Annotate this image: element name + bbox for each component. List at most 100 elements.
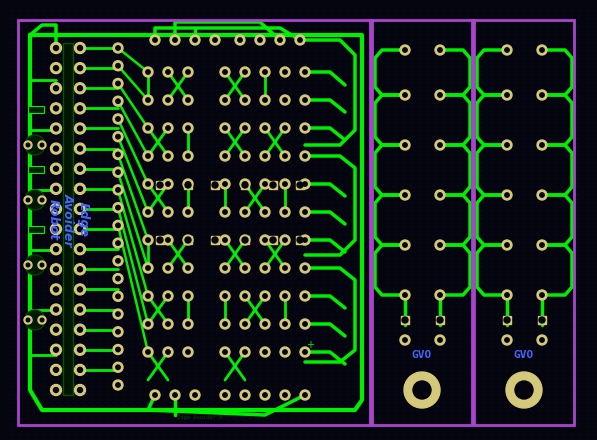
Circle shape [51, 324, 61, 335]
Circle shape [183, 263, 193, 273]
Circle shape [54, 146, 59, 151]
Circle shape [263, 154, 267, 158]
Circle shape [260, 319, 270, 329]
Bar [184, 181, 192, 189]
Circle shape [113, 185, 123, 195]
Circle shape [243, 154, 247, 158]
Circle shape [113, 78, 123, 88]
Circle shape [220, 207, 230, 217]
Circle shape [303, 393, 307, 397]
Circle shape [163, 263, 173, 273]
Circle shape [300, 123, 310, 133]
Circle shape [303, 266, 307, 270]
Bar [28, 227, 44, 234]
Circle shape [300, 319, 310, 329]
Circle shape [173, 38, 177, 42]
Circle shape [146, 350, 150, 354]
Circle shape [303, 182, 307, 186]
Circle shape [502, 190, 512, 200]
Circle shape [166, 210, 170, 214]
Circle shape [438, 93, 442, 97]
Bar [28, 106, 44, 114]
Circle shape [150, 390, 160, 400]
Circle shape [113, 380, 123, 390]
Circle shape [280, 291, 290, 301]
Circle shape [400, 45, 410, 55]
Circle shape [170, 390, 180, 400]
Bar [241, 181, 249, 189]
Circle shape [143, 123, 153, 133]
Circle shape [223, 210, 227, 214]
Circle shape [403, 48, 407, 52]
Circle shape [240, 390, 250, 400]
Bar [241, 236, 249, 244]
Circle shape [263, 98, 267, 102]
Circle shape [25, 310, 45, 330]
Circle shape [25, 190, 45, 210]
Circle shape [186, 322, 190, 326]
Circle shape [283, 70, 287, 74]
Circle shape [238, 38, 242, 42]
Bar [156, 181, 164, 189]
Circle shape [75, 83, 85, 94]
Circle shape [38, 196, 46, 204]
Circle shape [116, 81, 120, 86]
Circle shape [220, 151, 230, 161]
Circle shape [51, 344, 61, 355]
Circle shape [438, 48, 442, 52]
Circle shape [54, 86, 59, 91]
Circle shape [438, 143, 442, 147]
Circle shape [537, 335, 547, 345]
Circle shape [183, 67, 193, 77]
Circle shape [78, 186, 82, 191]
Circle shape [25, 255, 45, 275]
Circle shape [223, 294, 227, 298]
Circle shape [26, 318, 30, 322]
Circle shape [51, 43, 61, 54]
Circle shape [300, 67, 310, 77]
Circle shape [51, 244, 61, 255]
Circle shape [170, 35, 180, 45]
Circle shape [537, 190, 547, 200]
Circle shape [143, 263, 153, 273]
Circle shape [263, 322, 267, 326]
Circle shape [243, 393, 247, 397]
Circle shape [186, 182, 190, 186]
Circle shape [403, 338, 407, 342]
Circle shape [240, 67, 250, 77]
Circle shape [300, 291, 310, 301]
Circle shape [435, 190, 445, 200]
Circle shape [223, 126, 227, 130]
Circle shape [146, 98, 150, 102]
Circle shape [220, 347, 230, 357]
Circle shape [51, 123, 61, 134]
Circle shape [220, 95, 230, 105]
Circle shape [51, 364, 61, 375]
Circle shape [116, 259, 120, 263]
Circle shape [163, 347, 173, 357]
Circle shape [116, 276, 120, 281]
Circle shape [40, 263, 44, 267]
Circle shape [54, 186, 59, 191]
Circle shape [116, 117, 120, 121]
Circle shape [183, 207, 193, 217]
Circle shape [505, 193, 509, 197]
Circle shape [280, 179, 290, 189]
Circle shape [255, 35, 265, 45]
Circle shape [502, 90, 512, 100]
Circle shape [116, 46, 120, 50]
Circle shape [190, 35, 200, 45]
Circle shape [212, 182, 218, 188]
Circle shape [75, 284, 85, 295]
Circle shape [51, 304, 61, 315]
Circle shape [283, 350, 287, 354]
Bar [503, 316, 511, 324]
Circle shape [400, 290, 410, 300]
Circle shape [539, 317, 545, 323]
Circle shape [146, 182, 150, 186]
Circle shape [116, 188, 120, 192]
Circle shape [235, 35, 245, 45]
Circle shape [240, 95, 250, 105]
Circle shape [166, 154, 170, 158]
Circle shape [220, 263, 230, 273]
